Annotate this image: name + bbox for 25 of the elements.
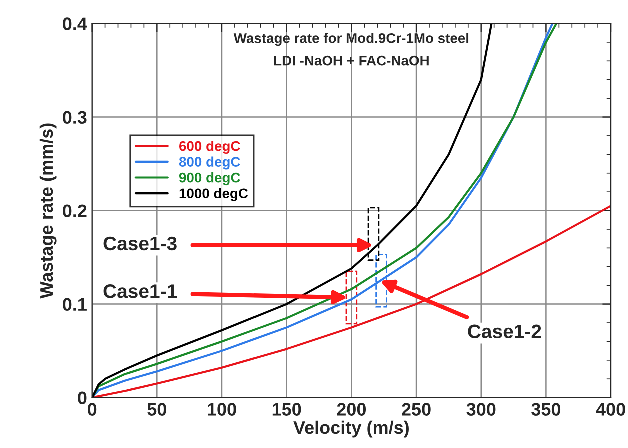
text: Wastage rate for Mod.9Cr-1Mo steel xyxy=(234,33,469,46)
text: LDI -NaOH + FAC-NaOH xyxy=(274,56,429,66)
legend-label: 900 degC xyxy=(179,172,240,186)
x-tick-label: 200 xyxy=(337,403,366,416)
legend-label: 600 degC xyxy=(180,140,240,154)
x-tick-label: 250 xyxy=(402,403,431,416)
y-tick-label: 0 xyxy=(78,392,87,405)
annotation: Case1-3 xyxy=(104,236,177,251)
annotation: Case1-1 xyxy=(104,284,178,298)
x-tick-label: 150 xyxy=(272,403,302,416)
x-tick-label: 350 xyxy=(532,403,561,416)
y-tick-label: 0.1 xyxy=(63,298,87,312)
x-tick-label: 0 xyxy=(88,403,97,416)
x-tick-label: 400 xyxy=(596,403,626,416)
legend-label: 800 degC xyxy=(179,156,240,170)
y-tick-label: 0.3 xyxy=(63,111,87,124)
annotation: Case1-2 xyxy=(468,324,542,339)
x-tick-label: 300 xyxy=(466,403,496,416)
legend-label: 1000 degC xyxy=(180,188,248,202)
y-tick-label: 0.2 xyxy=(63,204,87,218)
x-tick-label: 100 xyxy=(208,403,236,416)
x-tick-label: 50 xyxy=(148,403,166,416)
x-axis-title: Velocity (m/s) xyxy=(294,420,409,438)
y-tick-label: 0.4 xyxy=(63,18,88,30)
y-axis-title: Wastage rate (mm/s) xyxy=(40,124,57,299)
